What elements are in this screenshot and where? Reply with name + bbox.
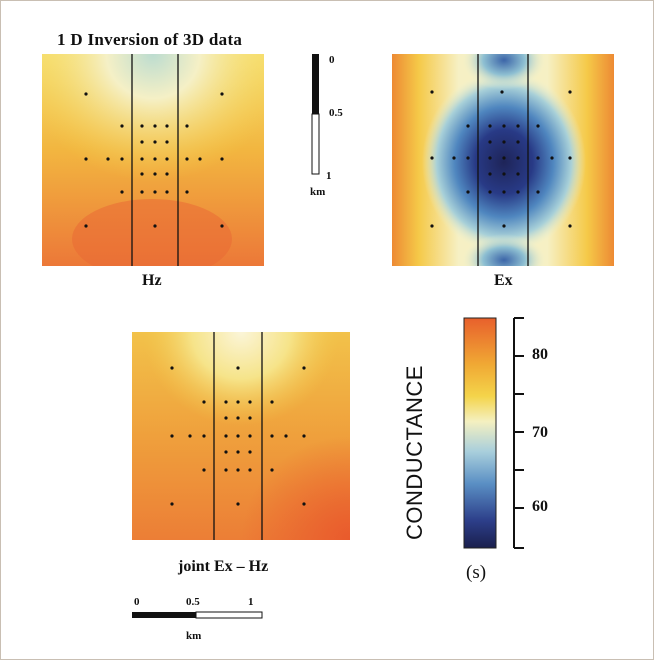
ex-label: Ex: [494, 272, 513, 289]
joint-map: [132, 332, 350, 540]
joint-label: joint Ex – Hz: [178, 558, 269, 575]
colorbar-unit: (s): [466, 562, 487, 583]
colorbar-tick-60: 60: [532, 498, 548, 515]
depth-scale-mid-label: 0.5: [329, 107, 343, 119]
colorbar-title: CONDUCTANCE: [402, 365, 427, 540]
colorbar-axis: [508, 316, 528, 552]
hz-map: [42, 54, 264, 266]
hz-label: Hz: [142, 272, 162, 289]
h-scale-unit: km: [186, 630, 202, 642]
figure-title: 1 D Inversion of 3D data: [57, 30, 243, 49]
colorbar-tick-70: 70: [532, 424, 548, 441]
depth-scale-top-label: 0: [329, 54, 335, 66]
colorbar: [462, 316, 498, 552]
h-scale-mid-label: 0.5: [186, 596, 200, 608]
h-scale-left-label: 0: [134, 596, 140, 608]
horizontal-scale-bar: [130, 610, 266, 622]
colorbar-tick-80: 80: [532, 346, 548, 363]
h-scale-right-label: 1: [248, 596, 254, 608]
depth-scale-unit: km: [310, 186, 326, 198]
ex-map: [392, 54, 614, 266]
depth-scale-bar: [310, 54, 322, 176]
depth-scale-bottom-label: 1: [326, 170, 332, 182]
